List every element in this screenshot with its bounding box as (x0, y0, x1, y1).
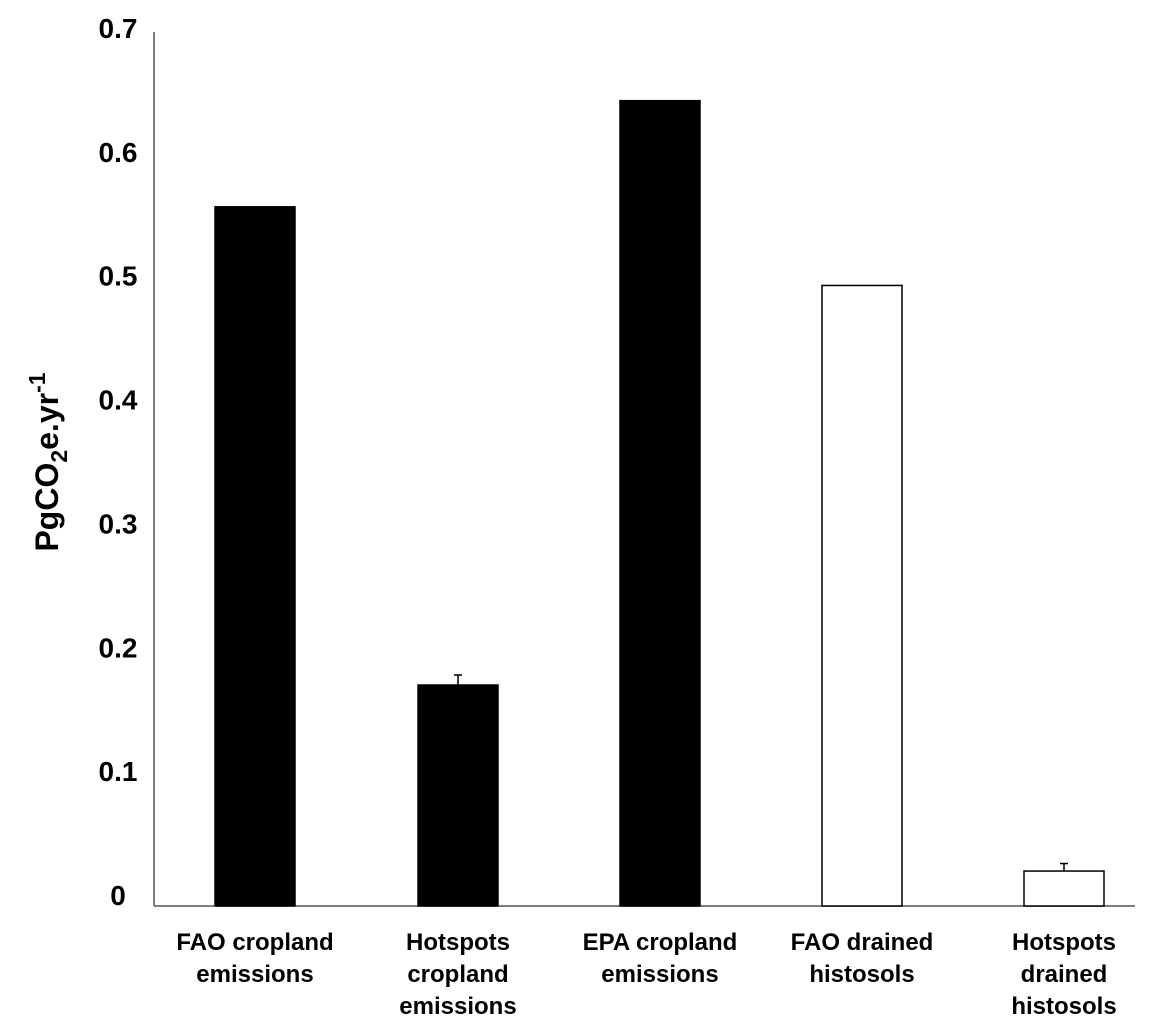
bars-group (214, 99, 1105, 907)
x-tick-label: Hotspots cropland emissions (399, 929, 516, 1020)
y-tick-label: 0.2 (99, 632, 138, 663)
y-tick-label: 0.3 (99, 508, 138, 539)
x-tick-label: FAO drained histosols (791, 929, 934, 988)
bar (214, 206, 296, 907)
y-tick-label: 0.6 (99, 137, 138, 168)
y-tick-label: 0.5 (99, 261, 138, 292)
y-tick-labels: 0 0.1 0.2 0.3 0.4 0.5 0.6 0.7 (99, 13, 138, 911)
bar (821, 284, 903, 907)
bar (417, 684, 499, 907)
x-tick-labels: FAO cropland emissions Hotspots cropland emi… (176, 929, 1116, 1020)
y-tick-label: 0 (110, 880, 126, 911)
x-tick-label: EPA cropland emissions (583, 929, 738, 988)
y-tick-label: 0.4 (99, 385, 138, 416)
y-tick-label: 0.7 (99, 13, 138, 44)
y-tick-label: 0.1 (99, 756, 138, 787)
x-tick-label: Hotspots drained histosols (1011, 929, 1116, 1020)
bar (1023, 870, 1105, 907)
y-axis-label: PgCO2e.yr-1 (24, 372, 72, 551)
x-tick-label: FAO cropland emissions (176, 929, 333, 988)
bar (619, 99, 701, 907)
